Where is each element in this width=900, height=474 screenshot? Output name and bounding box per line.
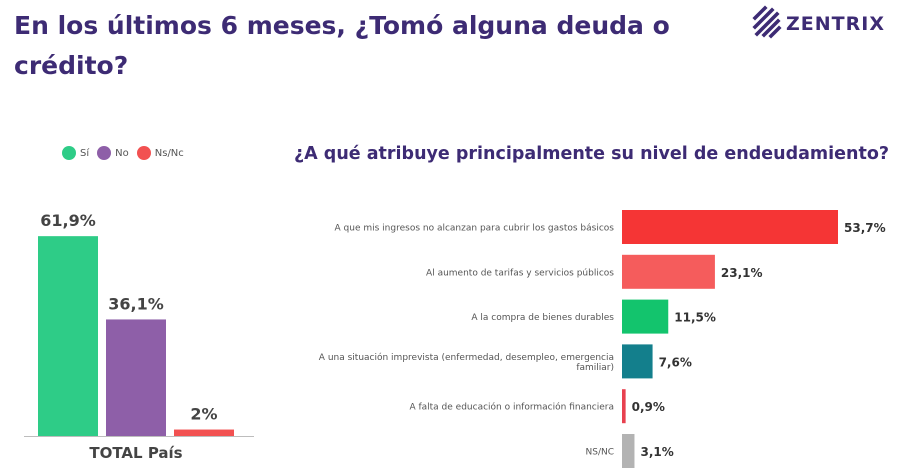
category-label: NS/NC <box>586 448 615 458</box>
legend-label: No <box>115 147 129 159</box>
brand-logo: ZENTRIX <box>752 4 894 44</box>
category-label: Al aumento de tarifas y servicios públic… <box>426 268 614 278</box>
category-label: A una situación imprevista (enfermedad, … <box>319 352 614 363</box>
reasons-chart-title: ¿A qué atribuye principalmente su nivel … <box>294 144 889 164</box>
legend: Sí No Ns/Nc <box>62 146 192 160</box>
category-label: familiar) <box>576 363 614 373</box>
x-axis-label: TOTAL País <box>89 444 182 462</box>
bar-reason-2 <box>622 254 715 289</box>
category-label: A que mis ingresos no alcanzan para cubr… <box>335 224 615 234</box>
legend-swatch <box>62 146 76 160</box>
legend-item-nsnc: Ns/Nc <box>136 146 184 160</box>
bar-reason-1 <box>622 210 838 244</box>
legend-item-si: Sí <box>62 146 89 160</box>
legend-swatch <box>136 146 151 160</box>
bar-value-label: 7,6% <box>659 355 692 369</box>
bar-value-label: 61,9% <box>40 211 96 230</box>
bar-value-label: 0,9% <box>632 400 665 414</box>
legend-swatch <box>97 146 112 160</box>
bar-value-label: 3,1% <box>640 445 673 459</box>
bar-reason-3 <box>622 299 669 334</box>
bar-ns-nc <box>174 429 234 436</box>
debt-reasons-bar-chart: 53,7% A que mis ingresos no alcanzan para… <box>319 210 886 468</box>
legend-label: Ns/Nc <box>154 147 184 159</box>
legend-label: Sí <box>80 147 90 159</box>
bar-s- <box>38 236 98 436</box>
bar-reason-5 <box>622 389 626 424</box>
bar-value-label: 11,5% <box>674 311 716 325</box>
page-title: En los últimos 6 meses, ¿Tomó alguna deu… <box>14 11 670 80</box>
bar-value-label: 36,1% <box>108 294 164 313</box>
category-label: A la compra de bienes durables <box>471 313 614 323</box>
logo-text: ZENTRIX <box>786 13 885 35</box>
bar-value-label: 2% <box>190 405 217 424</box>
legend-item-no: No <box>97 146 129 160</box>
bar-value-label: 53,7% <box>844 221 886 235</box>
bar-value-label: 23,1% <box>721 266 763 280</box>
bar-no <box>106 319 166 436</box>
debt-taken-bar-chart: 61,9% 36,1% 2% TOTAL País <box>24 211 254 462</box>
bar-reason-4 <box>622 344 653 379</box>
logo-mark-icon <box>752 5 782 39</box>
bar-reason-6 <box>622 434 635 468</box>
category-label: A falta de educación o información finan… <box>409 402 614 413</box>
